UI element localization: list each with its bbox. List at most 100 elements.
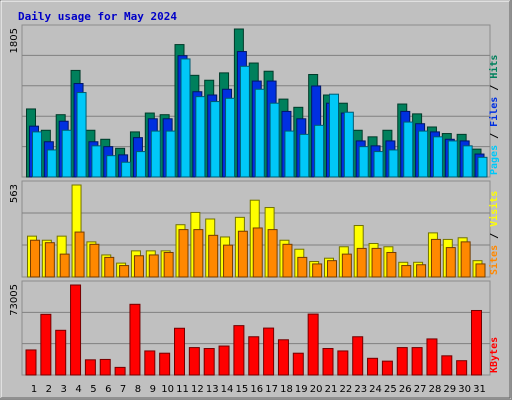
x-tick-label-day-3: 3 [61, 384, 67, 395]
x-tick-label-day-18: 18 [280, 384, 293, 395]
x-tick-label-day-20: 20 [310, 384, 323, 395]
bar-sites-day-14 [223, 244, 234, 278]
bar-kbytes-day-5 [84, 359, 96, 376]
bar-sites-day-15 [237, 230, 248, 278]
x-tick-label-day-17: 17 [265, 384, 278, 395]
legend-separator: / [489, 79, 500, 97]
bar-kbytes-day-4 [70, 284, 82, 376]
bar-kbytes-day-31 [471, 309, 482, 376]
legend-item-sites: Sites [488, 245, 500, 275]
bar-sites-day-29 [445, 247, 456, 278]
x-tick-label-day-13: 13 [206, 384, 219, 395]
bar-sites-day-18 [282, 243, 293, 278]
bar-kbytes-day-28 [426, 338, 438, 376]
x-tick-label-day-23: 23 [354, 384, 367, 395]
bar-kbytes-day-26 [396, 347, 408, 376]
legend-bandwidth: KBytes [489, 337, 500, 373]
bar-kbytes-day-9 [144, 350, 156, 376]
bar-pages-day-6 [106, 155, 117, 178]
y-max-label: 563 [9, 184, 20, 203]
bar-pages-day-8 [135, 151, 146, 178]
legend-separator: / [489, 227, 500, 245]
bar-sites-day-30 [460, 241, 471, 278]
bar-pages-day-10 [165, 130, 176, 178]
bar-kbytes-day-21 [322, 348, 334, 376]
bar-pages-day-13 [210, 101, 221, 178]
y-max-label: 73005 [9, 284, 20, 316]
bar-pages-day-12 [195, 96, 206, 178]
bar-pages-day-21 [329, 93, 339, 178]
x-tick-label-day-28: 28 [429, 384, 442, 395]
bar-kbytes-day-8 [129, 303, 141, 376]
bar-sites-day-1 [30, 239, 40, 278]
bar-kbytes-day-18 [277, 339, 289, 376]
x-tick-label-day-31: 31 [473, 384, 486, 395]
bar-pages-day-1 [32, 131, 42, 178]
bar-pages-day-23 [358, 146, 369, 178]
bar-sites-day-2 [44, 242, 55, 278]
x-tick-label-day-4: 4 [75, 384, 81, 395]
bar-pages-day-28 [432, 136, 443, 178]
bar-sites-day-21 [327, 260, 337, 278]
bar-pages-day-16 [254, 88, 265, 178]
x-tick-label-day-6: 6 [105, 384, 111, 395]
legend-requests: Pages / Files / Hits [488, 55, 500, 175]
bar-pages-day-3 [61, 129, 72, 178]
bar-pages-day-19 [299, 133, 310, 178]
bar-sites-day-24 [371, 247, 382, 278]
bar-sites-day-28 [430, 238, 441, 278]
bar-kbytes-day-29 [441, 355, 453, 376]
panel-visitors: 563 Sites / Visits [9, 180, 500, 278]
bar-sites-day-22 [341, 253, 352, 278]
bar-sites-day-26 [401, 265, 412, 278]
x-tick-label-day-12: 12 [191, 384, 204, 395]
x-tick-label-day-22: 22 [339, 384, 352, 395]
bar-pages-day-7 [121, 161, 132, 178]
bar-sites-day-19 [297, 256, 308, 278]
bar-kbytes-day-22 [337, 350, 349, 376]
bar-kbytes-day-6 [99, 358, 111, 376]
x-tick-label-day-14: 14 [221, 384, 234, 395]
bar-kbytes-day-12 [188, 347, 200, 376]
x-tick-label-day-1: 1 [31, 384, 37, 395]
bar-sites-day-20 [312, 263, 323, 278]
bar-kbytes-day-19 [292, 352, 304, 376]
bar-kbytes-day-13 [203, 348, 215, 376]
bar-kbytes-day-20 [307, 313, 319, 376]
bar-kbytes-day-30 [456, 360, 468, 376]
bar-pages-day-31 [477, 156, 488, 178]
bar-pages-day-20 [314, 124, 325, 178]
bar-kbytes-day-16 [248, 336, 260, 376]
bar-pages-day-24 [373, 151, 384, 178]
bar-pages-day-11 [180, 58, 191, 178]
x-tick-label-day-15: 15 [236, 384, 249, 395]
bar-kbytes-day-10 [159, 352, 171, 376]
legend-item-files: Files [488, 97, 500, 127]
bar-sites-day-23 [356, 247, 367, 278]
x-tick-label-day-16: 16 [250, 384, 263, 395]
bar-sites-day-10 [163, 251, 174, 278]
x-tick-label-day-21: 21 [325, 384, 338, 395]
bar-sites-day-7 [119, 265, 130, 278]
chart-title: Daily usage for May 2024 [18, 10, 177, 23]
legend-visitors: Sites / Visits [488, 191, 500, 275]
x-tick-label-day-25: 25 [384, 384, 397, 395]
bar-pages-day-22 [343, 111, 354, 178]
panel-requests: 1805 Pages / Files / Hits [9, 24, 500, 178]
bar-sites-day-8 [133, 255, 144, 278]
x-tick-label-day-11: 11 [176, 384, 189, 395]
bar-sites-day-5 [89, 243, 100, 278]
bar-sites-day-16 [252, 227, 263, 278]
legend-item-visits: Visits [488, 191, 500, 227]
legend-item-kbytes: KBytes [489, 337, 500, 373]
panel-bandwidth: 73005 KBytes [9, 280, 500, 376]
x-tick-label-day-29: 29 [443, 384, 456, 395]
bar-pages-day-2 [46, 149, 57, 178]
x-tick-label-day-5: 5 [90, 384, 96, 395]
x-tick-label-day-2: 2 [46, 384, 52, 395]
y-max-label: 1805 [9, 28, 20, 53]
bar-kbytes-day-7 [114, 366, 126, 376]
bar-pages-day-15 [239, 65, 250, 178]
bar-kbytes-day-25 [381, 360, 393, 376]
